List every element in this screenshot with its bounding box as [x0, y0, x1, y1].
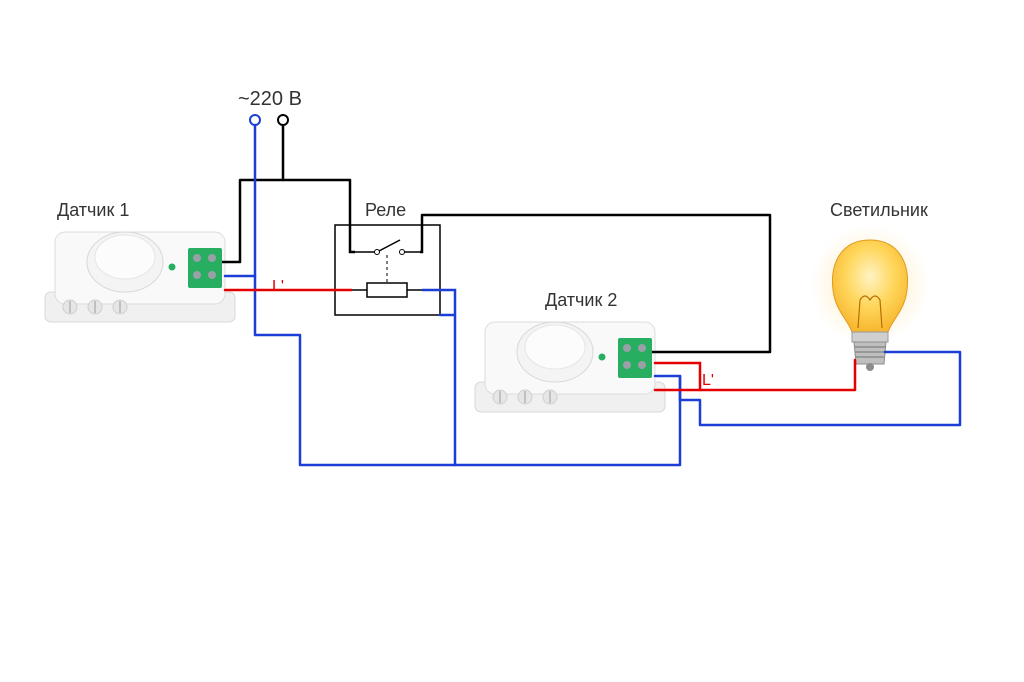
wires-line	[222, 125, 770, 352]
power-label: ~220 В	[238, 88, 302, 111]
sensor1-device	[45, 232, 235, 322]
sensor1-label: Датчик 1	[57, 200, 129, 221]
wire-red-final	[225, 290, 855, 390]
sensor2-device	[475, 322, 665, 412]
lamp-device	[810, 225, 930, 371]
sensor2-label: Датчик 2	[545, 290, 617, 311]
power-terminals	[250, 115, 288, 125]
relay-device	[335, 225, 440, 315]
l-prime-label-1: L'	[272, 278, 284, 296]
wiring-svg: g[data-name="wires-neutral"] { display:n…	[0, 0, 1024, 682]
diagram-canvas: ~220 В Датчик 1 Реле Датчик 2 Светильник…	[0, 0, 1024, 682]
relay-label: Реле	[365, 200, 406, 221]
lamp-label: Светильник	[830, 200, 928, 221]
l-prime-label-2: L'	[702, 372, 714, 390]
